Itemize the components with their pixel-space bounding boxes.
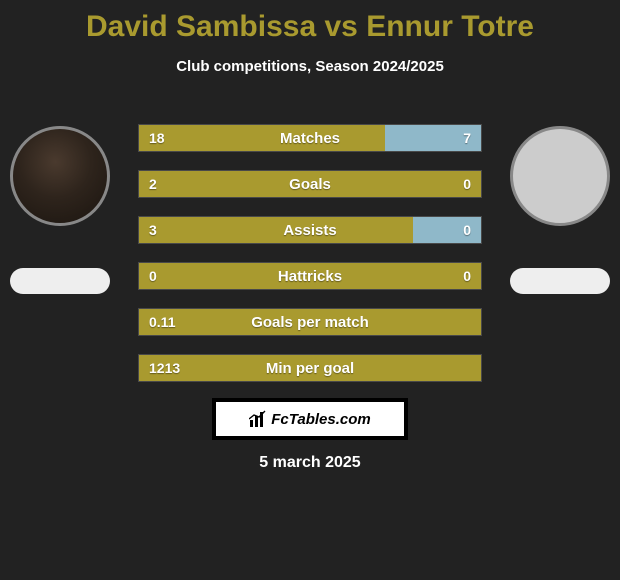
avatar-left-flag [10,268,110,294]
bar-chart-icon [249,410,267,428]
comparison-title: David Sambissa vs Ennur Totre [0,0,620,44]
stat-bar-right-fill [385,125,481,151]
avatar-right [510,126,610,294]
stat-bar-left-fill [139,125,385,151]
stat-row: 00Hattricks [138,262,482,290]
stat-row: 30Assists [138,216,482,244]
stat-bar-left-fill [139,217,413,243]
stat-bar-left-fill [139,309,481,335]
avatar-right-flag [510,268,610,294]
avatar-left-photo [10,126,110,226]
title-player2: Ennur Totre [366,10,534,43]
subtitle: Club competitions, Season 2024/2025 [0,58,620,75]
avatar-left [10,126,110,294]
source-badge: FcTables.com [212,398,408,440]
avatar-right-photo [510,126,610,226]
stat-bar-right-fill [413,217,481,243]
stat-bars: 187Matches 20Goals 30Assists 00Hattricks 0.1… [138,124,482,400]
title-vs: vs [324,10,357,43]
stat-bar-left-fill [139,355,481,381]
stat-row: 20Goals [138,170,482,198]
stat-bar-left-fill [139,171,481,197]
stat-row: 0.11Goals per match [138,308,482,336]
title-player1: David Sambissa [86,10,316,43]
source-badge-text: FcTables.com [271,411,370,428]
stat-row: 1213Min per goal [138,354,482,382]
stat-row: 187Matches [138,124,482,152]
snapshot-date: 5 march 2025 [0,454,620,472]
stat-bar-left-fill [139,263,481,289]
